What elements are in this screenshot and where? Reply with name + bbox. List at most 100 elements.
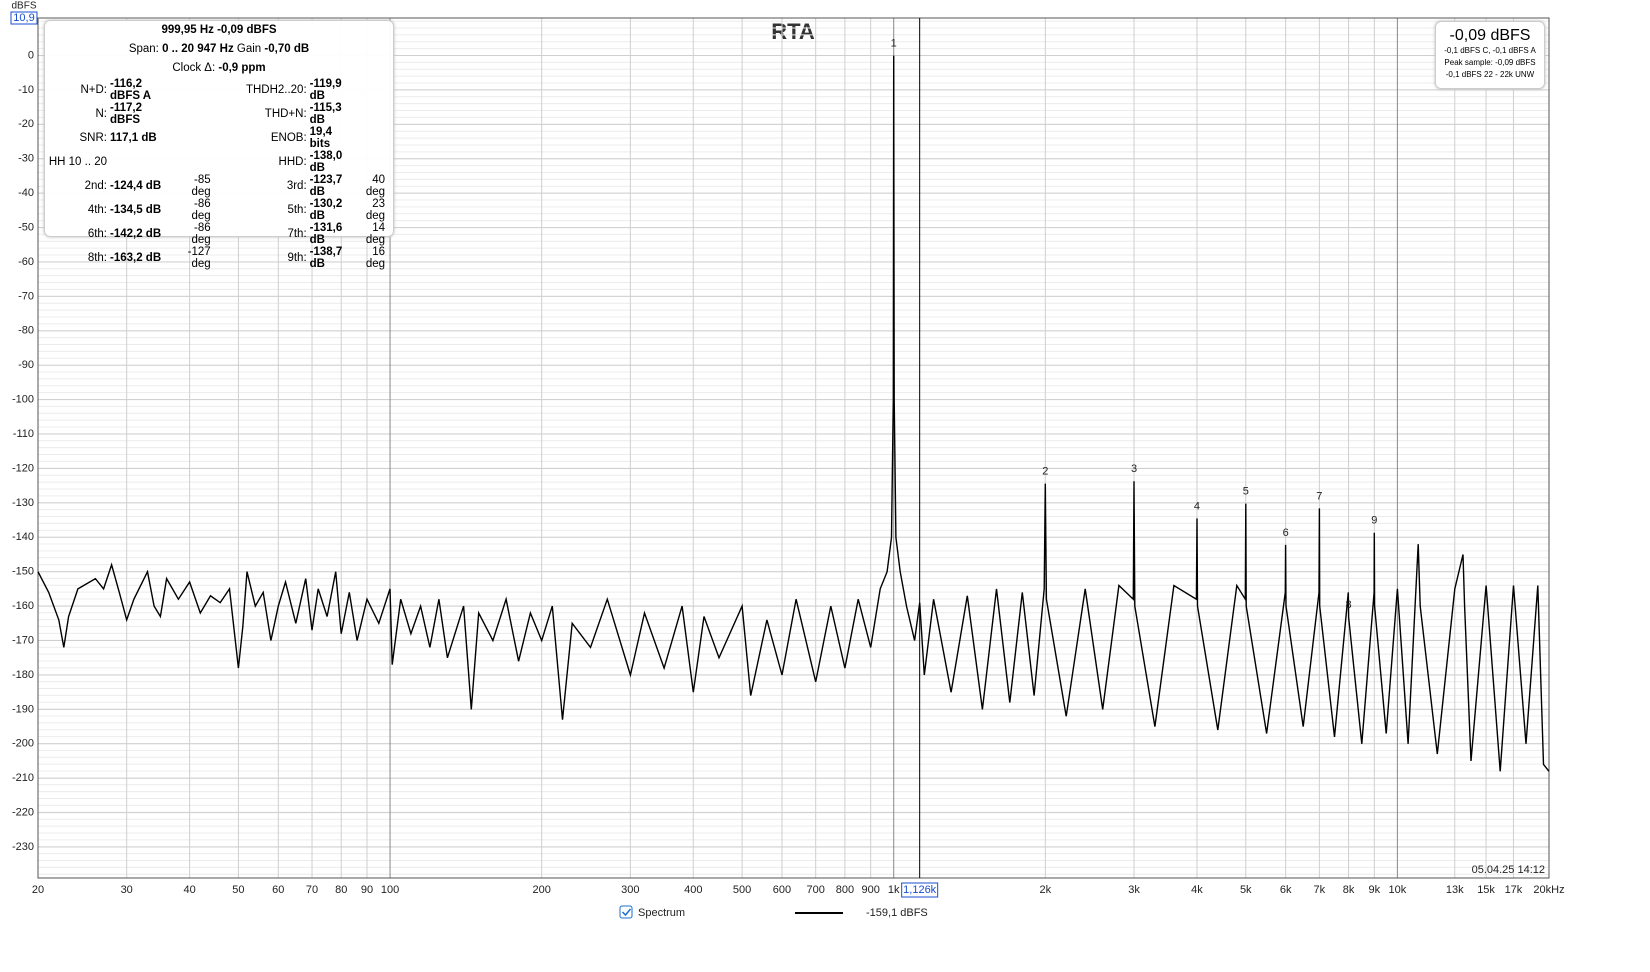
span-value: 0 .. 20 947 Hz [162, 43, 234, 55]
info-cell: HHD: [278, 156, 307, 168]
y-tick-label: -200 [12, 738, 34, 750]
info-cell: -119,9 dB [309, 78, 342, 102]
x-tick-label: 13k [1446, 884, 1464, 896]
legend-name: Spectrum [638, 907, 685, 919]
info-table: N+D: -116,2 dBFS A THDH2..20: -119,9 dB N: -1… [45, 78, 393, 270]
info-cell [172, 102, 218, 126]
info-cell [355, 78, 393, 102]
y-tick-label: -170 [12, 634, 34, 646]
harmonic-label: 4 [1194, 500, 1200, 512]
y-tick-label: -140 [12, 531, 34, 543]
info-cell: 23 deg [365, 198, 385, 222]
info-cell [355, 126, 393, 150]
x-tick-label: 50 [232, 884, 244, 896]
info-headline: 999,95 Hz -0,09 dBFS [161, 24, 277, 36]
info-cell: N: [95, 108, 108, 120]
y-tick-label: -230 [12, 841, 34, 853]
gain-value: -0,70 dB [264, 43, 310, 55]
level-line: -0,1 dBFS C, -0,1 dBFS A [1444, 46, 1536, 55]
x-tick-label: 100 [381, 884, 399, 896]
x-tick-label: 9k [1369, 884, 1381, 896]
y-tick-label: -110 [13, 428, 34, 440]
x-tick-label: 10k [1389, 884, 1407, 896]
info-cell: 4th: [87, 204, 107, 216]
y-axis-label: dBFS [11, 1, 36, 12]
x-tick-label: 800 [836, 884, 854, 896]
y-tick-box [10, 11, 38, 25]
x-tick-label: 20 [32, 884, 44, 896]
harmonic-label: 9 [1371, 515, 1377, 527]
x-tick-label: 5k [1240, 884, 1252, 896]
info-cell: 19,4 bits [309, 126, 333, 150]
info-cell: N+D: [80, 84, 107, 96]
info-cell [355, 102, 393, 126]
info-cell [172, 150, 218, 174]
info-cell: ENOB: [270, 132, 307, 144]
info-cell: 5th: [287, 204, 307, 216]
x-tick-label: 40 [183, 884, 195, 896]
info-cell: -116,2 dBFS A [110, 78, 152, 102]
y-tick-label: -180 [12, 669, 34, 681]
x-tick-label: 600 [773, 884, 791, 896]
x-tick-label: 80 [335, 884, 347, 896]
info-row: SNR: 117,1 dB ENOB: 19,4 bits [45, 126, 393, 150]
span-label: Span: [128, 43, 159, 55]
info-cell: -115,3 dB [309, 102, 342, 126]
plot-frame [37, 17, 1550, 879]
info-cell: 40 deg [365, 174, 385, 198]
x-tick-label: 60 [272, 884, 284, 896]
info-cell [355, 150, 393, 174]
x-tick-label: 8k [1343, 884, 1355, 896]
info-cell: 14 deg [365, 222, 385, 246]
y-tick-label: -150 [12, 566, 34, 578]
info-cell: 2nd: [84, 180, 107, 192]
info-cell: -163,2 dB [110, 252, 162, 264]
y-tick-label: -190 [12, 703, 34, 715]
level-main: -0,09 dBFS [1449, 27, 1531, 44]
info-cell: 7th: [287, 228, 307, 240]
info-cell: 117,1 dB [110, 132, 157, 144]
info-cell: -131,6 dB [309, 222, 343, 246]
info-cell: -86 deg [191, 222, 211, 246]
y-tick-label: -60 [18, 256, 34, 268]
info-cell: -138,7 dB [309, 246, 343, 270]
x-tick-label: 3k [1128, 884, 1140, 896]
info-row: 6th: -142,2 dB -86 deg 7th: -131,6 dB 14 deg [45, 222, 393, 246]
x-tick-label: 15k [1477, 884, 1495, 896]
x-tick-label: 70 [306, 884, 318, 896]
gain-label: Gain [236, 43, 262, 55]
legend-value: -159,1 dBFS [866, 907, 928, 919]
y-tick-label: -70 [18, 290, 34, 302]
x-tick-label: 500 [733, 884, 751, 896]
info-cell: HH 10 .. 20 [48, 156, 107, 168]
x-tick-label: 400 [684, 884, 702, 896]
info-cell: -138,0 dB [309, 150, 343, 174]
info-cell: SNR: [79, 132, 107, 144]
info-cell [172, 78, 218, 102]
x-tick-label: 900 [861, 884, 879, 896]
info-cell: -123,7 dB [309, 174, 343, 198]
y-tick-label: 0 [28, 49, 34, 61]
info-cell [110, 150, 172, 174]
y-tick-label: -50 [18, 221, 34, 233]
x-tick-label: 90 [361, 884, 373, 896]
info-cell [172, 126, 218, 150]
info-cell: -124,4 dB [110, 180, 162, 192]
x-tick-label: 4k [1191, 884, 1203, 896]
info-cell: -142,2 dB [110, 228, 162, 240]
harmonic-label: 2 [1042, 466, 1048, 478]
x-tick-label: 30 [121, 884, 133, 896]
info-row: 2nd: -124,4 dB -85 deg 3rd: -123,7 dB 40 deg [45, 174, 393, 198]
y-tick-label: 10,9 [13, 12, 34, 24]
y-tick-label: -40 [18, 187, 34, 199]
info-cell: 6th: [87, 228, 107, 240]
info-box: 999,95 Hz -0,09 dBFS Span: 0 .. 20 947 Hz… [44, 20, 394, 270]
info-cell: 8th: [87, 252, 107, 264]
info-span: Span: 0 .. 20 947 Hz Gain -0,70 dB [45, 40, 393, 59]
info-row: N+D: -116,2 dBFS A THDH2..20: -119,9 dB [45, 78, 393, 102]
level-box: -0,09 dBFS -0,1 dBFS C, -0,1 dBFS A Peak s… [1435, 21, 1545, 89]
info-row: N: -117,2 dBFS THD+N: -115,3 dB [45, 102, 393, 126]
info-row: 8th: -163,2 dB -127 deg 9th: -138,7 dB 16 deg [45, 246, 393, 270]
x-tick-label: 7k [1314, 884, 1326, 896]
info-row: 4th: -134,5 dB -86 deg 5th: -130,2 dB 23 deg [45, 198, 393, 222]
